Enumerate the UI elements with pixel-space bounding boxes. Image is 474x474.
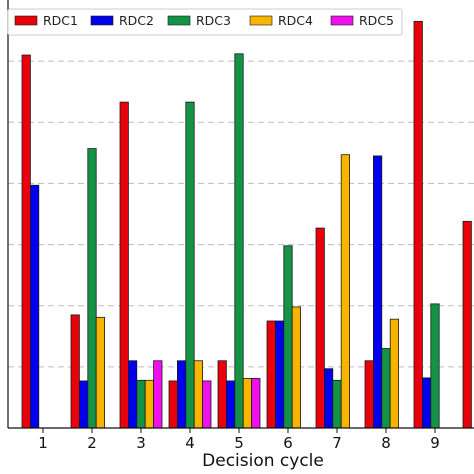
legend-box [7,8,403,36]
legend-label-rdc4: RDC4 [278,13,313,28]
legend-swatch-rdc2 [90,15,114,26]
legend-label-rdc5: RDC5 [359,13,394,28]
bar-rdc3-8 [381,348,391,429]
axes [7,0,474,429]
legend-swatch-rdc3 [167,15,191,26]
bar-rdc4-6 [291,306,302,429]
bar-rdc2-3 [127,360,138,429]
bar-rdc5-4 [202,380,212,429]
x-tick-label-5: 5 [234,434,244,452]
bar-rdc2-4 [176,360,187,429]
bar-rdc4-2 [95,316,105,429]
bar-rdc3-9 [430,303,440,429]
bar-rdc4-5 [242,378,252,429]
bar-rdc4-3 [144,379,154,429]
x-tick-label-3: 3 [136,434,146,452]
bar-rdc1-5 [217,360,227,429]
bar-rdc2-7 [323,368,334,429]
bars [21,20,472,429]
bar-rdc5-3 [153,360,163,429]
bar-rdc3-4 [185,101,195,429]
bar-rdc3-5 [234,53,244,429]
bar-rdc1-4 [168,380,178,429]
bar-rdc4-8 [389,318,400,429]
bar-rdc2-8 [372,155,383,429]
bar-rdc1-edge [462,220,472,429]
x-tick-label-1: 1 [38,434,48,452]
legend: RDC1 RDC2 RDC3 RDC4 RDC5 [7,8,403,36]
bar-rdc3-6 [283,245,293,429]
legend-label-rdc2: RDC2 [119,13,154,28]
bar-rdc5-5 [251,378,261,429]
x-tick-label-4: 4 [185,434,195,452]
bar-rdc3-3 [136,379,146,429]
bar-rdc1-8 [364,360,374,429]
legend-swatch-rdc1 [14,15,38,26]
legend-swatch-rdc5 [330,15,354,26]
x-axis-title: Decision cycle [202,451,324,471]
bar-rdc1-9 [413,20,423,429]
bar-rdc4-7 [340,154,351,429]
x-tick-label-9: 9 [430,434,440,452]
bar-rdc3-2 [87,148,97,429]
legend-swatch-rdc4 [249,15,273,26]
x-tick-label-7: 7 [332,434,342,452]
bar-rdc1-1 [21,54,31,429]
x-tick-labels: 1 2 3 4 5 6 7 8 9 [38,428,440,452]
bar-rdc1-2 [70,314,80,429]
legend-label-rdc1: RDC1 [43,13,78,28]
x-tick-label-2: 2 [87,434,97,452]
bar-rdc2-9 [421,377,432,429]
bar-rdc2-2 [79,380,89,429]
legend-label-rdc3: RDC3 [196,13,231,28]
bar-rdc1-6 [266,320,276,429]
x-tick-label-6: 6 [283,434,293,452]
bar-rdc4-4 [193,360,203,429]
bar-rdc1-7 [315,227,325,429]
bar-rdc1-3 [119,101,129,429]
bar-rdc2-5 [225,380,236,429]
bar-rdc2-6 [274,320,285,429]
x-tick-label-8: 8 [381,434,391,452]
bar-rdc3-7 [332,379,342,429]
bar-rdc2-1 [29,184,40,429]
